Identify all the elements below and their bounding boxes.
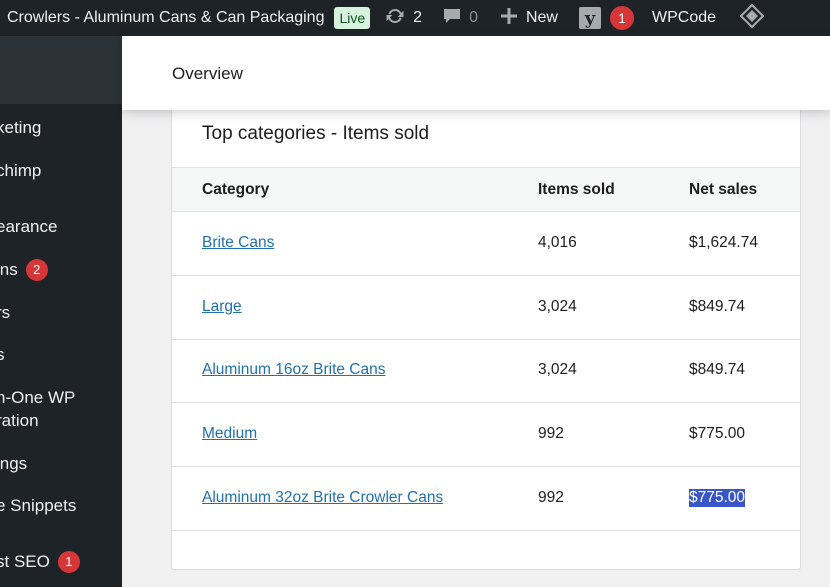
items-sold-cell: 3,024: [538, 298, 577, 315]
sidebar-item-migration-line2[interactable]: ration: [0, 409, 39, 432]
category-link[interactable]: Aluminum 16oz Brite Cans: [202, 361, 386, 378]
site-title-link[interactable]: Crowlers - Aluminum Cans & Can Packaging: [0, 0, 324, 36]
sidebar-item-appearance[interactable]: earance: [0, 215, 57, 238]
sidebar-item-label: rs: [0, 303, 11, 322]
sidebar-item-users[interactable]: rs: [0, 301, 10, 324]
yoast-icon: y: [578, 7, 601, 29]
sidebar-item-label: st SEO: [0, 552, 50, 571]
sidebar-item-label: ins: [0, 260, 18, 279]
comments-link[interactable]: 0: [442, 0, 478, 36]
sidebar-item-plugins[interactable]: ins 2: [0, 258, 48, 281]
diamond-menu[interactable]: [739, 0, 765, 36]
plugins-update-badge: 2: [25, 258, 48, 281]
table-row: Aluminum 32oz Brite Crowler Cans 992 $77…: [172, 467, 800, 531]
top-categories-card: Top categories - Items sold Category Ite…: [171, 100, 801, 570]
sidebar-item-label: s: [0, 345, 5, 364]
sidebar-item-marketing[interactable]: keting: [0, 116, 41, 139]
diamond-icon: [739, 3, 765, 33]
sidebar-item-code-snippets[interactable]: e Snippets: [0, 494, 76, 517]
sidebar-item-label: n-One WP: [0, 388, 76, 407]
sidebar-item-label: earance: [0, 217, 58, 236]
net-sales-cell: $849.74: [689, 298, 746, 315]
net-sales-cell: $849.74: [689, 361, 746, 378]
admin-sidebar: keting chimp earance ins2 rs s n-One WP …: [0, 36, 122, 587]
category-link[interactable]: Brite Cans: [202, 234, 275, 251]
page-header: Overview: [122, 36, 830, 110]
sidebar-active-section: [0, 36, 122, 104]
table-row: Medium 992 $775.00: [172, 403, 800, 467]
comments-count: 0: [469, 9, 478, 26]
sidebar-item-all-in-one-wp-migration[interactable]: n-One WP: [0, 386, 75, 409]
new-label: New: [525, 9, 558, 26]
sidebar-item-label: chimp: [0, 161, 42, 180]
table-row: Brite Cans 4,016 $1,624.74: [172, 212, 800, 276]
wpcode-label: WPCode: [651, 9, 717, 26]
net-sales-cell-selected: $775.00: [689, 489, 746, 507]
sidebar-item-label: ings: [0, 454, 28, 473]
items-sold-cell: 992: [538, 489, 564, 506]
category-link[interactable]: Medium: [202, 425, 258, 442]
items-sold-cell: 3,024: [538, 361, 577, 378]
updates-count: 2: [413, 9, 423, 26]
new-content-link[interactable]: New: [500, 0, 558, 36]
yoast-seo-badge: 1: [57, 550, 80, 573]
table-header: Category Items sold Net sales: [172, 167, 800, 212]
category-link[interactable]: Large: [202, 298, 242, 315]
sidebar-item-label: e Snippets: [0, 496, 77, 515]
updates-link[interactable]: 2: [384, 0, 422, 36]
items-sold-cell: 992: [538, 425, 564, 442]
items-sold-cell: 4,016: [538, 234, 577, 251]
live-badge: Live: [334, 7, 371, 29]
page-title: Overview: [172, 64, 243, 83]
admin-bar: Crowlers - Aluminum Cans & Can Packaging…: [0, 0, 830, 36]
table-row: Aluminum 16oz Brite Cans 3,024 $849.74: [172, 339, 800, 403]
sidebar-item-yoast-seo[interactable]: st SEO 1: [0, 550, 80, 573]
table-row: Large 3,024 $849.74: [172, 276, 800, 340]
column-header-net-sales[interactable]: Net sales: [689, 181, 758, 198]
sidebar-item-label: ration: [0, 411, 39, 430]
yoast-notification-badge: 1: [609, 6, 634, 30]
column-header-category[interactable]: Category: [202, 181, 270, 198]
net-sales-cell: $775.00: [689, 425, 746, 442]
sidebar-item-label: keting: [0, 118, 42, 137]
site-title[interactable]: Crowlers - Aluminum Cans & Can Packaging: [7, 9, 325, 26]
yoast-menu[interactable]: y 1: [578, 0, 634, 36]
comments-icon: [442, 6, 462, 31]
sidebar-item-mailchimp[interactable]: chimp: [0, 159, 41, 182]
plus-icon: [500, 7, 518, 30]
column-header-items-sold[interactable]: Items sold: [538, 181, 615, 198]
category-link[interactable]: Aluminum 32oz Brite Crowler Cans: [202, 489, 444, 506]
sidebar-item-tools[interactable]: s: [0, 343, 5, 366]
wpcode-menu[interactable]: WPCode: [652, 0, 716, 36]
net-sales-cell: $1,624.74: [689, 234, 758, 251]
updates-icon: [384, 6, 406, 31]
card-title: Top categories - Items sold: [202, 123, 430, 144]
sidebar-item-settings[interactable]: ings: [0, 452, 27, 475]
